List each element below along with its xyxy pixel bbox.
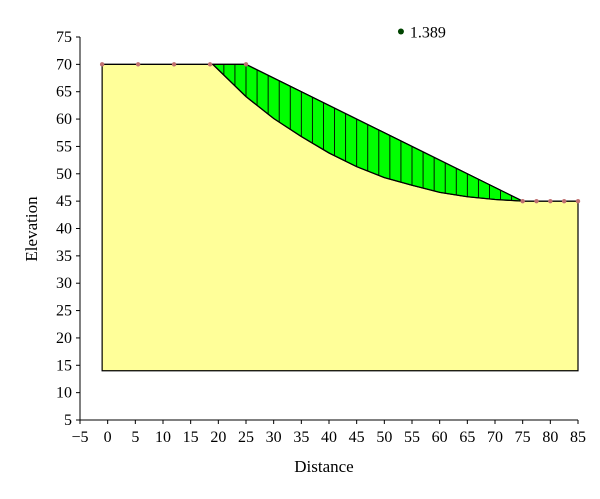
x-tick-label: 50 [376,429,392,446]
ground-point [534,198,539,204]
x-tick-label: 15 [183,429,199,446]
x-tick-label: 40 [321,429,337,446]
x-tick-label: 75 [515,429,531,446]
slip-circle-center-point [397,28,404,35]
slip-surface-curve [212,63,523,202]
x-tick-label: −5 [71,429,88,446]
y-tick-label: 5 [64,412,72,429]
y-tick-label: 40 [56,221,72,238]
x-tick-label: 10 [155,429,171,446]
x-tick-label: 20 [210,429,226,446]
y-tick-label: 20 [56,330,72,347]
x-tick-label: 80 [542,429,558,446]
y-axis-title: Elevation [22,196,41,262]
plot-area [99,62,581,372]
y-tick-label: 15 [56,357,72,374]
y-tick-label: 65 [56,84,72,101]
axes: 5 10 15 20 25 30 35 40 45 50 55 60 65 70 75 −5 0 5 10 15 20 2… [56,29,586,446]
x-tick-label: 45 [349,429,365,446]
y-tick-label: 75 [56,29,72,46]
ground-point [243,62,249,67]
y-tick-label: 35 [56,248,72,265]
x-axis-title: Distance [294,457,353,476]
x-tick-label: 65 [459,429,475,446]
x-tick-label: 0 [104,429,112,446]
ground-point [561,198,567,204]
y-tick-label: 10 [56,385,72,402]
ground-point [575,198,581,204]
ground-point [135,62,141,67]
ground-point [207,62,213,67]
x-tick-label: 85 [570,429,586,446]
y-tick-label: 50 [56,166,72,183]
x-tick-label: 70 [487,429,503,446]
y-tick-label: 25 [56,303,72,320]
y-tick-label: 60 [56,111,72,128]
ground-point [548,198,553,204]
x-tick-label: 25 [238,429,254,446]
x-tick-label: 5 [131,429,139,446]
ground-point [171,62,177,67]
y-tick-label: 30 [56,275,72,292]
factor-of-safety-label: 1.389 [410,25,446,42]
x-tick-label: 55 [404,429,420,446]
ground-point [99,62,105,67]
y-tick-label: 45 [56,193,72,210]
x-tick-label: 35 [293,429,309,446]
ground-point [520,198,525,204]
x-tick-label: 30 [266,429,282,446]
x-tick-label: 60 [432,429,448,446]
y-tick-label: 55 [56,138,72,155]
y-tick-label: 70 [56,56,72,73]
